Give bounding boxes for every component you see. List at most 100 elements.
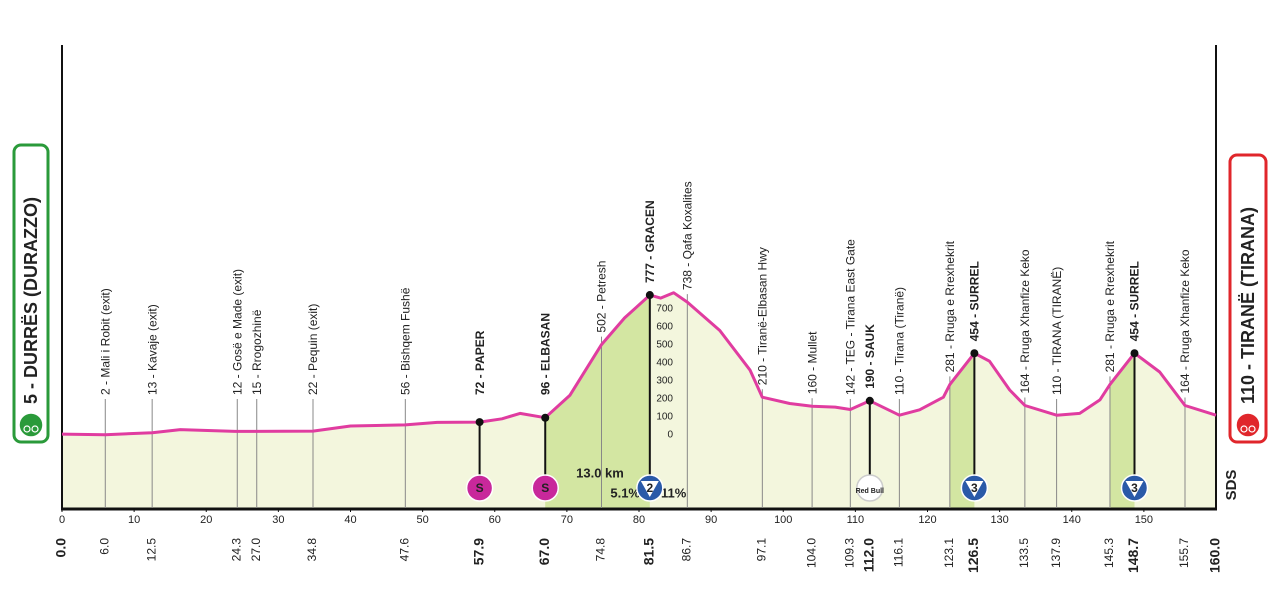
km-label: 155.7 (1177, 538, 1191, 568)
x-tick-label: 140 (1063, 514, 1081, 526)
km-label: 137.9 (1049, 538, 1063, 568)
x-tick-label: 60 (489, 514, 501, 526)
x-tick-label: 0 (59, 514, 65, 526)
badge: 3 (1120, 474, 1149, 502)
waypoint-name: 160 - Mullet (805, 331, 819, 394)
km-label: 160.0 (1207, 538, 1223, 573)
waypoint-name: 190 - SAUK (863, 324, 877, 389)
x-tick-label: 50 (417, 514, 429, 526)
summit-dot (541, 413, 550, 422)
finish-icon-wheel (1248, 425, 1256, 433)
waypoint-name: 142 - TEG - Tirana East Gate (843, 239, 857, 395)
waypoint-name: 13 - Kavaje (exit) (145, 304, 159, 395)
km-label: 126.5 (965, 538, 981, 573)
finish-icon (1235, 412, 1261, 438)
x-tick-label: 150 (1135, 514, 1153, 526)
badge: Red Bull (856, 474, 884, 502)
climb-length: 13.0 km (576, 465, 624, 480)
waypoint-name: 164 - Rruga Xhanfize Keko (1018, 249, 1032, 393)
waypoint-name: 738 - Qafa Koxalites (680, 181, 694, 290)
km-label: 0.0 (53, 538, 69, 558)
x-tick-label: 110 (847, 514, 865, 526)
waypoint-name: 56 - Bishqem Fushë (398, 287, 412, 395)
waypoint-name: 164 - Rruga Xhanfize Keko (1178, 249, 1192, 393)
start-icon-wheel (31, 425, 39, 433)
km-label: 112.0 (861, 538, 877, 572)
y-tick-label: 400 (656, 358, 673, 369)
km-label: 12.5 (144, 538, 158, 562)
x-tick-label: 70 (561, 514, 573, 526)
finish-name: 110 - TIRANË (TIRANA) (1238, 207, 1258, 404)
waypoint-name: 15 - Rrogozhinë (250, 309, 264, 395)
profile-line (61, 291, 1217, 437)
finish-icon-wheel (1240, 425, 1248, 433)
waypoint-name: 454 - SURREL (1128, 261, 1142, 341)
waypoint-name: 210 - Tiranë-Elbasan Hwy (756, 247, 770, 385)
climb-area (545, 295, 650, 508)
badge-triangle (640, 481, 659, 497)
y-tick-label: 700 (656, 304, 673, 315)
climb-area (949, 353, 975, 508)
finish-box (1228, 153, 1268, 444)
climb-gradient-avg: 5.1% (610, 485, 640, 500)
y-tick-label: 600 (656, 322, 673, 333)
summit-dot (475, 418, 484, 427)
badge-triangle (965, 481, 984, 497)
x-tick-label: 100 (774, 514, 792, 526)
badge-text: 2 (646, 481, 653, 495)
x-tick-label: 20 (200, 514, 212, 526)
climb-gradient-max: 11% (661, 485, 687, 500)
badge-circle (856, 474, 884, 502)
x-tick-label: 120 (918, 514, 936, 526)
summit-dot (970, 349, 979, 358)
x-tick-label: 80 (633, 514, 645, 526)
badge-triangle (1125, 481, 1144, 497)
waypoint-name: 12 - Gosë e Made (exit) (230, 269, 244, 395)
badge-text: 3 (971, 481, 978, 495)
summit-dot (645, 291, 654, 300)
waypoint-name: 110 - TIRANA (TIRANË) (1050, 267, 1064, 395)
km-label: 74.8 (594, 538, 608, 562)
km-label: 47.6 (397, 538, 411, 562)
start-icon (18, 412, 44, 438)
x-tick-label: 40 (344, 514, 356, 526)
background-layer (62, 292, 1216, 508)
km-label: 57.9 (470, 538, 486, 565)
km-label: 6.0 (97, 538, 111, 555)
badge-circle (531, 474, 559, 502)
waypoint-name: 502 - Petresh (595, 261, 609, 333)
summit-dot (865, 396, 874, 405)
badge-text: S (541, 481, 549, 495)
km-label: 104.0 (804, 538, 818, 568)
waypoint-name: 281 - Rruga e Rrexhekrit (1103, 240, 1117, 372)
badge-text: S (476, 481, 484, 495)
y-tick-label: 500 (656, 340, 673, 351)
km-label: 133.5 (1017, 538, 1031, 568)
waypoint-name: 110 - Tirana (Tiranë) (893, 287, 907, 395)
km-label: 109.3 (842, 538, 856, 568)
waypoint-name: 72 - PAPER (473, 330, 487, 395)
waypoint-name: 281 - Rruga e Rrexhekrit (943, 240, 957, 372)
badge-circle (465, 474, 494, 502)
badge: 2 (636, 474, 664, 502)
waypoint-name: 2 - Mali i Robit (exit) (98, 288, 112, 395)
waypoint-name: 454 - SURREL (968, 261, 982, 341)
km-label: 86.7 (679, 538, 693, 562)
x-tick-label: 30 (272, 514, 284, 526)
km-label: 123.1 (942, 538, 956, 568)
km-label: 81.5 (641, 538, 657, 565)
summit-dot (1130, 349, 1139, 358)
waypoint-name: 777 - GRACEN (643, 200, 657, 283)
waypoint-name: 96 - ELBASAN (538, 313, 552, 395)
km-label: 145.3 (1102, 538, 1116, 568)
badge-text: Red Bull (856, 488, 884, 495)
start-box (12, 143, 50, 444)
y-tick-label: 100 (656, 412, 673, 423)
x-tick-label: 90 (705, 514, 717, 526)
x-tick-label: 10 (128, 514, 140, 526)
logo: SDS (1223, 470, 1240, 501)
badge-text: 3 (1131, 481, 1138, 495)
km-label: 116.1 (892, 538, 906, 567)
x-tick-label: 130 (990, 514, 1008, 526)
